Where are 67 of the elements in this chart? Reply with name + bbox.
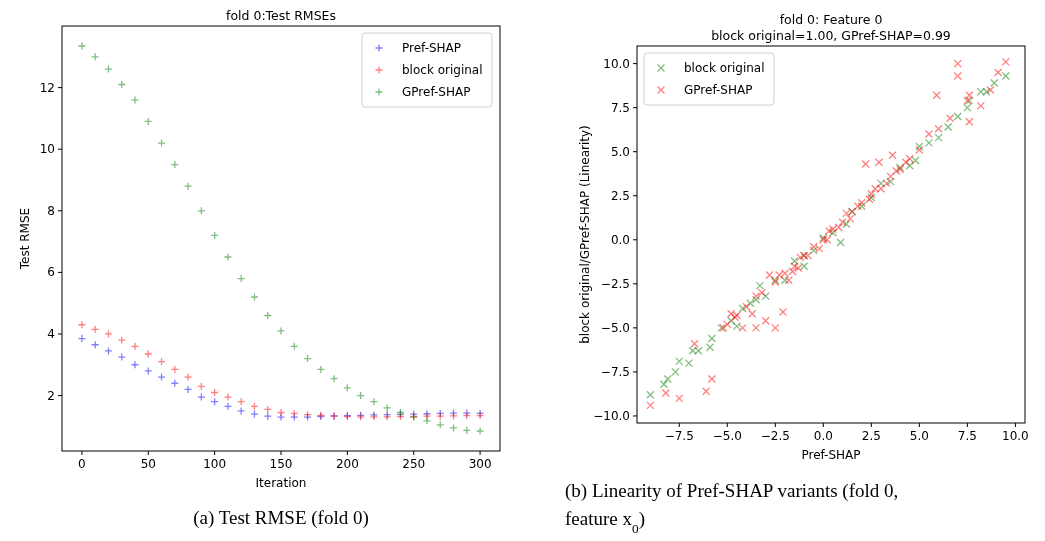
point — [157, 372, 166, 382]
y-tick-label: −2.5 — [600, 276, 630, 291]
point — [449, 423, 458, 433]
y-tick-label: 5.0 — [610, 144, 630, 159]
x-tick-label: −5.0 — [712, 429, 742, 443]
x-tick-label: 10.0 — [1002, 429, 1029, 443]
legend-label: GPref-SHAP — [402, 85, 471, 99]
x-tick-label: 0.0 — [813, 429, 833, 443]
x-tick-label: 250 — [402, 457, 426, 471]
point — [237, 406, 246, 416]
point — [117, 335, 126, 345]
y-tick-label: 8 — [47, 203, 55, 218]
point — [197, 392, 206, 402]
point — [104, 64, 113, 74]
y-tick-label: 0.0 — [610, 232, 630, 247]
x-tick-label: 300 — [468, 457, 492, 471]
point — [144, 366, 153, 376]
chart-title: fold 0: Feature 0 — [779, 12, 883, 27]
point — [223, 392, 233, 402]
y-tick-label: 10.0 — [603, 56, 630, 71]
y-tick-label: 12 — [39, 80, 55, 95]
y-tick-label: 7.5 — [610, 100, 630, 115]
y-tick-label: 4 — [47, 326, 55, 341]
y-axis-title: Test RMSE — [18, 207, 32, 271]
legend-label: block original — [402, 63, 483, 77]
x-tick-label: 0 — [78, 457, 86, 471]
x-axis-title: Pref-SHAP — [801, 448, 861, 462]
y-tick-label: 10 — [39, 142, 55, 157]
x-tick-label: 200 — [335, 457, 359, 471]
point — [250, 292, 259, 302]
point — [104, 329, 113, 339]
legend-label: block original — [684, 61, 765, 75]
point — [77, 320, 87, 329]
chart-subtitle: block original=1.00, GPref-SHAP=0.99 — [711, 28, 951, 43]
y-axis-title: block original/GPref-SHAP (Linearity) — [578, 125, 592, 344]
y-tick-label: −10.0 — [593, 408, 630, 423]
legend-label: Pref-SHAP — [402, 41, 462, 55]
point — [130, 360, 140, 369]
x-tick-label: 7.5 — [957, 429, 977, 443]
y-tick-label: −5.0 — [600, 320, 630, 335]
point — [183, 372, 193, 382]
chart-title: fold 0:Test RMSEs — [226, 8, 336, 23]
point — [157, 138, 166, 148]
x-tick-label: 2.5 — [861, 429, 881, 443]
point — [104, 346, 113, 356]
x-tick-label: −7.5 — [664, 429, 694, 443]
y-tick-label: 6 — [47, 265, 55, 280]
y-tick-label: 2.5 — [610, 188, 630, 203]
x-tick-label: 50 — [140, 457, 156, 471]
x-tick-label: −2.5 — [760, 429, 790, 443]
point — [250, 409, 259, 419]
point — [130, 342, 140, 351]
x-axis-title: Iteration — [255, 476, 307, 490]
point — [183, 385, 193, 394]
x-tick-label: 5.0 — [909, 429, 929, 443]
x-tick-label: 150 — [269, 457, 293, 471]
point — [117, 352, 126, 362]
y-tick-label: 2 — [47, 388, 55, 403]
point — [144, 349, 153, 359]
legend-label: GPref-SHAP — [684, 83, 753, 97]
y-tick-label: −7.5 — [600, 364, 630, 379]
text: (b) Linearity of Pref-SHAP variants (fold 0, feature x$_{0}$) — [565, 480, 899, 536]
point — [77, 334, 87, 343]
x-tick-label: 100 — [203, 457, 227, 471]
text: (a) Test RMSE (fold 0) — [193, 507, 369, 529]
point — [276, 408, 286, 417]
point — [223, 402, 233, 411]
